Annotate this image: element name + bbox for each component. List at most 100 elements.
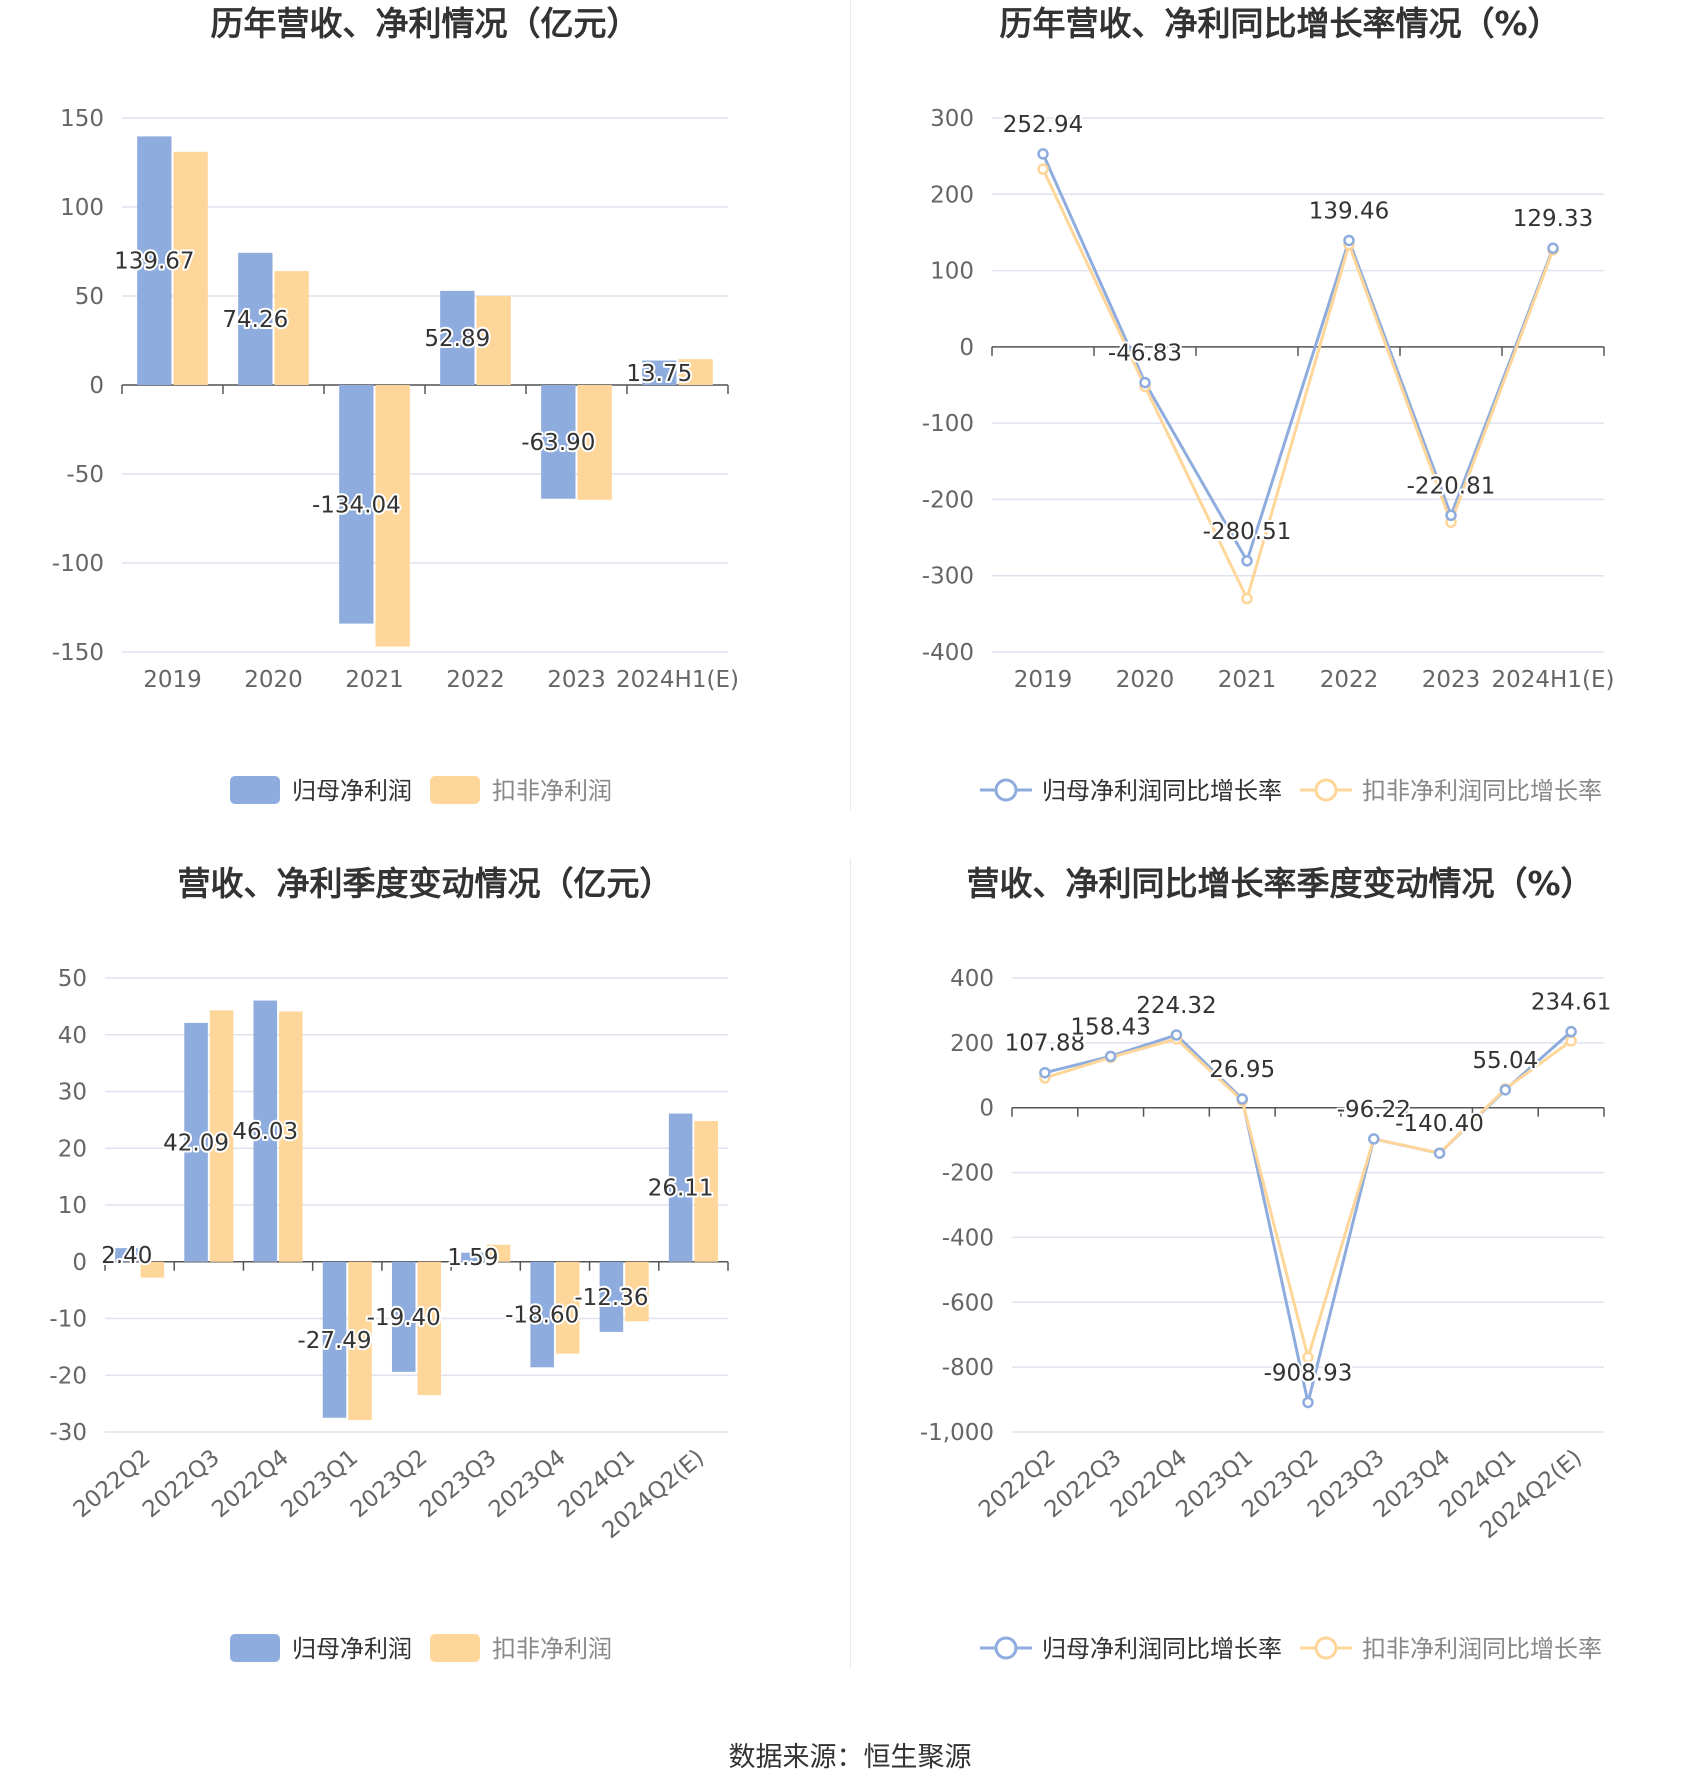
- bar-deducted-net-profit: [486, 1244, 511, 1262]
- legend-point-marker: [1314, 1636, 1338, 1660]
- x-tick-label: 2021: [1218, 667, 1277, 693]
- bar-parent-net-profit: [253, 1000, 278, 1262]
- line-parent-net-profit-growth: [1044, 1030, 1573, 1403]
- x-tick-label: 2023Q2: [346, 1445, 433, 1524]
- point-parent-net-profit-growth: [1343, 234, 1355, 247]
- data-label: -220.81: [1407, 473, 1496, 499]
- chart-2: 历年营收、净利同比增长率情况（%） 300 200 100 0 -100 -200 -300 -…: [922, 4, 1615, 805]
- x-tick-label: 2022: [446, 667, 505, 693]
- point-parent-net-profit-growth: [1565, 1025, 1577, 1038]
- y-tick-label: -20: [49, 1363, 87, 1389]
- point-deducted-net-profit-growth: [1037, 163, 1049, 175]
- vertical-divider-top: [850, 0, 851, 810]
- point-parent-net-profit-growth: [1241, 555, 1253, 567]
- x-tick-label: 2023Q3: [415, 1445, 502, 1524]
- legend-label: 扣非净利润同比增长率: [1362, 1635, 1602, 1663]
- point-parent-net-profit-growth: [1445, 509, 1457, 522]
- point-deducted-net-profit-growth: [1241, 592, 1253, 605]
- bar-parent-net-profit: [668, 1113, 693, 1262]
- chart-1: 历年营收、净利情况（亿元） 150 100 50 0 -50 -100 -150 2019 202…: [52, 4, 739, 805]
- legend-point-marker: [1314, 778, 1338, 802]
- chart-title: 营收、净利同比增长率季度变动情况（%）: [966, 864, 1593, 903]
- legend-label: 扣非净利润: [492, 777, 612, 805]
- legend-label: 归母净利润同比增长率: [1042, 777, 1282, 805]
- legend-swatch: [430, 776, 480, 804]
- bar-deducted-net-profit: [417, 1261, 442, 1396]
- point-parent-net-profit-growth: [1302, 1396, 1314, 1409]
- y-tick-label: -50: [66, 462, 104, 488]
- data-label: 158.43: [1070, 1014, 1150, 1040]
- legend-swatch: [230, 776, 280, 804]
- y-tick-label: 10: [58, 1193, 87, 1219]
- point-deducted-net-profit-growth: [1565, 1035, 1577, 1047]
- line-deducted-net-profit-growth: [1041, 168, 1555, 603]
- x-tick-label: 2023: [547, 667, 606, 693]
- y-tick-label: -200: [942, 1161, 994, 1187]
- x-tick-label: 2024H1(E): [1492, 667, 1615, 693]
- data-label: -63.90: [521, 430, 595, 456]
- line-deducted-net-profit-growth: [1044, 1037, 1572, 1364]
- x-tick-label: 2023Q4: [484, 1445, 571, 1524]
- bar-parent-net-profit: [391, 1261, 416, 1372]
- vertical-divider-bottom: [850, 858, 851, 1668]
- data-label: 52.89: [424, 326, 490, 352]
- bar-deducted-net-profit: [140, 1261, 165, 1278]
- data-label: 139.67: [114, 249, 194, 275]
- y-tick-label: -800: [942, 1355, 994, 1381]
- bar-parent-net-profit: [339, 385, 374, 624]
- x-tick-label: 2022Q3: [138, 1445, 225, 1524]
- data-label: 139.46: [1309, 198, 1389, 224]
- data-source-label: 数据来源：恒生聚源: [728, 1742, 972, 1773]
- y-tick-label: 0: [72, 1250, 87, 1276]
- y-tick-label: -300: [922, 564, 974, 590]
- y-tick-label: 0: [979, 1096, 994, 1122]
- legend-label: 归母净利润同比增长率: [1042, 1635, 1282, 1663]
- point-deducted-net-profit-growth: [1302, 1351, 1314, 1364]
- legend-point-marker: [994, 1636, 1018, 1660]
- x-tick-label: 2019: [1014, 667, 1073, 693]
- bar-deducted-net-profit: [173, 151, 208, 385]
- bar-deducted-net-profit: [625, 1261, 649, 1322]
- legend-label: 归母净利润: [292, 777, 412, 805]
- data-label: 224.32: [1136, 993, 1216, 1019]
- data-label: -280.51: [1203, 519, 1292, 545]
- y-tick-label: 150: [60, 106, 104, 132]
- data-label: -96.22: [1337, 1097, 1411, 1123]
- data-label: 55.04: [1472, 1048, 1538, 1074]
- data-label: -46.83: [1108, 341, 1182, 367]
- y-tick-label: 100: [60, 195, 104, 221]
- legend-swatch: [430, 1634, 480, 1662]
- bar-deducted-net-profit: [476, 296, 511, 385]
- point-parent-net-profit-growth: [1039, 1066, 1051, 1079]
- bar-deducted-net-profit: [279, 1011, 303, 1262]
- chart-3: 营收、净利季度变动情况（亿元）50403020100-10-20-302022Q…: [49, 864, 729, 1663]
- bar-parent-net-profit: [541, 385, 576, 499]
- x-tick-label: 2020: [1116, 667, 1175, 693]
- y-tick-label: -150: [52, 640, 104, 666]
- data-label: -908.93: [1264, 1360, 1353, 1386]
- legend-label: 扣非净利润: [492, 1635, 612, 1663]
- point-parent-net-profit-growth: [1499, 1084, 1512, 1096]
- bar-parent-net-profit: [440, 290, 475, 385]
- bar-deducted-net-profit: [274, 271, 309, 385]
- bar-deducted-net-profit: [209, 1010, 234, 1262]
- point-parent-net-profit-growth: [1139, 376, 1151, 389]
- point-parent-net-profit-growth: [1170, 1029, 1183, 1041]
- y-tick-label: 0: [959, 335, 974, 361]
- x-tick-label: 2019: [143, 667, 202, 693]
- data-label: 26.95: [1209, 1057, 1275, 1083]
- data-label: 74.26: [222, 307, 288, 333]
- data-label: 107.88: [1005, 1031, 1085, 1057]
- bar-deducted-net-profit: [678, 359, 713, 385]
- point-parent-net-profit-growth: [1104, 1050, 1117, 1063]
- point-parent-net-profit-growth: [1547, 242, 1559, 254]
- x-tick-label: 2022Q4: [207, 1445, 294, 1524]
- y-tick-label: -10: [49, 1307, 87, 1333]
- x-tick-label: 2020: [244, 667, 303, 693]
- data-label: -134.04: [312, 492, 401, 518]
- y-tick-label: 200: [930, 182, 974, 208]
- data-label: -18.60: [505, 1303, 579, 1329]
- legend-label: 归母净利润: [292, 1635, 412, 1663]
- data-label: -12.36: [574, 1285, 648, 1311]
